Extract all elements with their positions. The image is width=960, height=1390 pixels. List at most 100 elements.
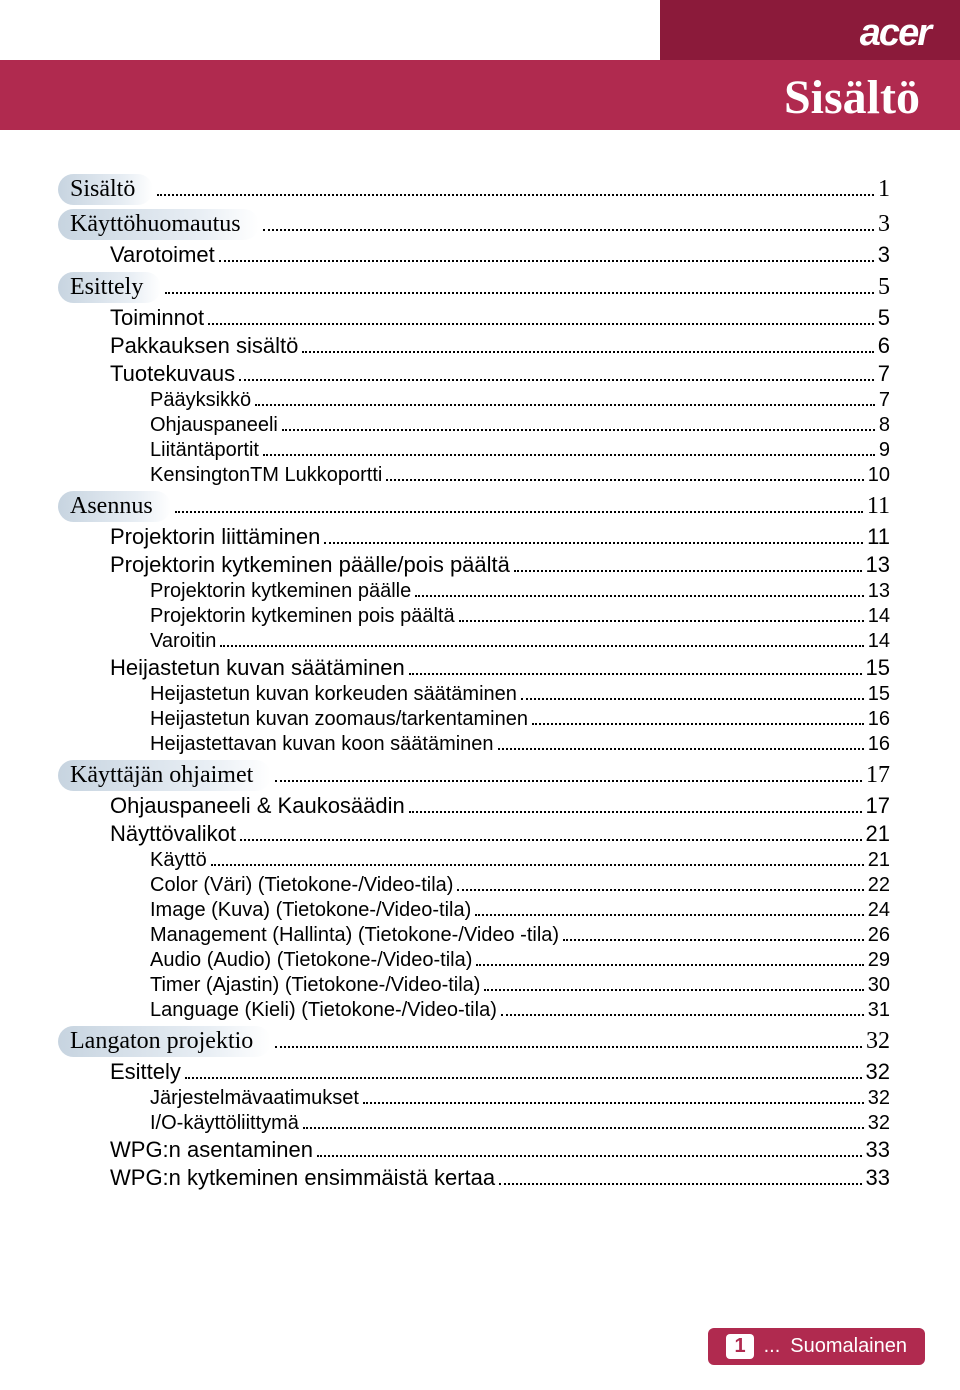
toc-entry[interactable]: Pakkauksen sisältö 6	[70, 333, 890, 359]
toc-entry[interactable]: Heijastetun kuvan säätäminen15	[70, 655, 890, 681]
toc-entry[interactable]: Projektorin kytkeminen päälle 13	[70, 580, 890, 603]
toc-label: Tuotekuvaus	[110, 361, 235, 387]
toc-entry[interactable]: Color (Väri) (Tietokone-/Video-tila)22	[70, 874, 890, 897]
toc-page-number: 7	[878, 361, 890, 387]
toc-entry[interactable]: Pääyksikkö 7	[70, 389, 890, 412]
toc-entry[interactable]: Image (Kuva) (Tietokone-/Video-tila) 24	[70, 899, 890, 922]
toc-page-number: 3	[878, 242, 890, 268]
toc-entry[interactable]: Järjestelmävaatimukset32	[70, 1087, 890, 1110]
toc-leader-dots	[521, 698, 864, 700]
toc-entry[interactable]: KensingtonTM Lukkoportti10	[70, 464, 890, 487]
toc-entry[interactable]: Käyttö 21	[70, 849, 890, 872]
toc-page-number: 6	[878, 333, 890, 359]
toc-entry[interactable]: Liitäntäportit9	[70, 439, 890, 462]
toc-page-number: 24	[868, 899, 890, 922]
toc-page-number: 15	[866, 655, 890, 681]
toc-leader-dots	[386, 479, 863, 481]
toc-label: Näyttövalikot	[110, 821, 236, 847]
toc-entry[interactable]: Timer (Ajastin) (Tietokone-/Video-tila)3…	[70, 974, 890, 997]
toc-page-number: 31	[868, 999, 890, 1022]
toc-leader-dots	[501, 1014, 864, 1016]
toc-label: Toiminnot	[110, 305, 204, 331]
toc-leader-dots	[240, 839, 862, 841]
toc-entry[interactable]: Toiminnot5	[70, 305, 890, 331]
toc-page-number: 17	[866, 793, 890, 819]
toc-entry[interactable]: Tuotekuvaus 7	[70, 361, 890, 387]
footer-badge: 1 ... Suomalainen	[708, 1328, 925, 1365]
toc-entry[interactable]: Management (Hallinta) (Tietokone-/Video …	[70, 924, 890, 947]
toc-entry[interactable]: Langaton projektio32	[70, 1026, 890, 1057]
toc-entry[interactable]: Projektorin kytkeminen päälle/pois päält…	[70, 552, 890, 578]
toc-entry[interactable]: Heijastettavan kuvan koon säätäminen16	[70, 733, 890, 756]
toc-entry[interactable]: WPG:n asentaminen33	[70, 1137, 890, 1163]
toc-leader-dots	[239, 379, 874, 381]
toc-label: Pakkauksen sisältö	[110, 333, 298, 359]
toc-label: Management (Hallinta) (Tietokone-/Video …	[150, 924, 559, 947]
toc-entry[interactable]: Language (Kieli) (Tietokone-/Video-tila)…	[70, 999, 890, 1022]
toc-entry[interactable]: Varotoimet3	[70, 242, 890, 268]
toc-label: Langaton projektio	[70, 1026, 271, 1057]
toc-leader-dots	[275, 780, 862, 782]
toc-entry[interactable]: Projektorin liittäminen11	[70, 524, 890, 550]
toc-page-number: 17	[866, 762, 890, 789]
toc-leader-dots	[415, 595, 864, 597]
toc-entry[interactable]: Sisältö 1	[70, 174, 890, 205]
toc-leader-dots	[208, 323, 874, 325]
toc-leader-dots	[475, 914, 864, 916]
toc-label: Heijastetun kuvan korkeuden säätäminen	[150, 683, 517, 706]
toc-entry[interactable]: Ohjauspaneeli & Kaukosäädin17	[70, 793, 890, 819]
toc-entry[interactable]: WPG:n kytkeminen ensimmäistä kertaa33	[70, 1165, 890, 1191]
toc-page-number: 21	[868, 849, 890, 872]
toc-label: Käyttö	[150, 849, 207, 872]
toc-label: Pääyksikkö	[150, 389, 251, 412]
toc-page-number: 30	[868, 974, 890, 997]
toc-page-number: 7	[879, 389, 890, 412]
toc-entry[interactable]: Käyttäjän ohjaimet 17	[70, 760, 890, 791]
toc-page-number: 16	[868, 733, 890, 756]
toc-entry[interactable]: Audio (Audio) (Tietokone-/Video-tila)29	[70, 949, 890, 972]
toc-label: Sisältö	[70, 174, 153, 205]
toc-entry[interactable]: Esittely5	[70, 272, 890, 303]
toc-entry[interactable]: Ohjauspaneeli8	[70, 414, 890, 437]
toc-page-number: 9	[879, 439, 890, 462]
toc-page-number: 22	[868, 874, 890, 897]
toc-entry[interactable]: Esittely32	[70, 1059, 890, 1085]
toc-leader-dots	[165, 292, 874, 294]
toc-label: Projektorin kytkeminen päälle	[150, 580, 411, 603]
toc-entry[interactable]: Heijastetun kuvan korkeuden säätäminen15	[70, 683, 890, 706]
toc-page-number: 1	[878, 176, 890, 203]
toc-entry[interactable]: Heijastetun kuvan zoomaus/tarkentaminen1…	[70, 708, 890, 731]
brand-logo: acer	[860, 12, 930, 55]
toc-page-number: 33	[866, 1165, 890, 1191]
toc-page-number: 13	[868, 580, 890, 603]
toc-entry[interactable]: Varoitin14	[70, 630, 890, 653]
toc-page-number: 5	[878, 274, 890, 301]
toc-entry[interactable]: Projektorin kytkeminen pois päältä14	[70, 605, 890, 628]
table-of-contents: Sisältö 1 Käyttöhuomautus3Varotoimet3 Esitt…	[70, 170, 890, 1193]
toc-leader-dots	[185, 1077, 862, 1079]
toc-page-number: 21	[866, 821, 890, 847]
toc-entry[interactable]: Asennus11	[70, 491, 890, 522]
toc-page-number: 3	[878, 211, 890, 238]
toc-entry[interactable]: Näyttövalikot 21	[70, 821, 890, 847]
toc-label: Projektorin liittäminen	[110, 524, 320, 550]
toc-leader-dots	[457, 889, 863, 891]
toc-leader-dots	[514, 570, 862, 572]
footer-language: Suomalainen	[790, 1335, 907, 1358]
toc-entry[interactable]: I/O-käyttöliittymä32	[70, 1112, 890, 1135]
toc-leader-dots	[211, 864, 864, 866]
toc-page-number: 32	[866, 1059, 890, 1085]
footer-page-number: 1	[726, 1334, 753, 1359]
toc-leader-dots	[302, 351, 873, 353]
toc-leader-dots	[409, 811, 862, 813]
toc-label: Käyttäjän ohjaimet	[70, 760, 271, 791]
toc-label: I/O-käyttöliittymä	[150, 1112, 299, 1135]
toc-label: Järjestelmävaatimukset	[150, 1087, 359, 1110]
toc-page-number: 8	[879, 414, 890, 437]
toc-label: Image (Kuva) (Tietokone-/Video-tila)	[150, 899, 471, 922]
toc-entry[interactable]: Käyttöhuomautus3	[70, 209, 890, 240]
toc-page-number: 10	[868, 464, 890, 487]
toc-leader-dots	[363, 1102, 864, 1104]
toc-leader-dots	[499, 1183, 861, 1185]
toc-leader-dots	[255, 404, 875, 406]
